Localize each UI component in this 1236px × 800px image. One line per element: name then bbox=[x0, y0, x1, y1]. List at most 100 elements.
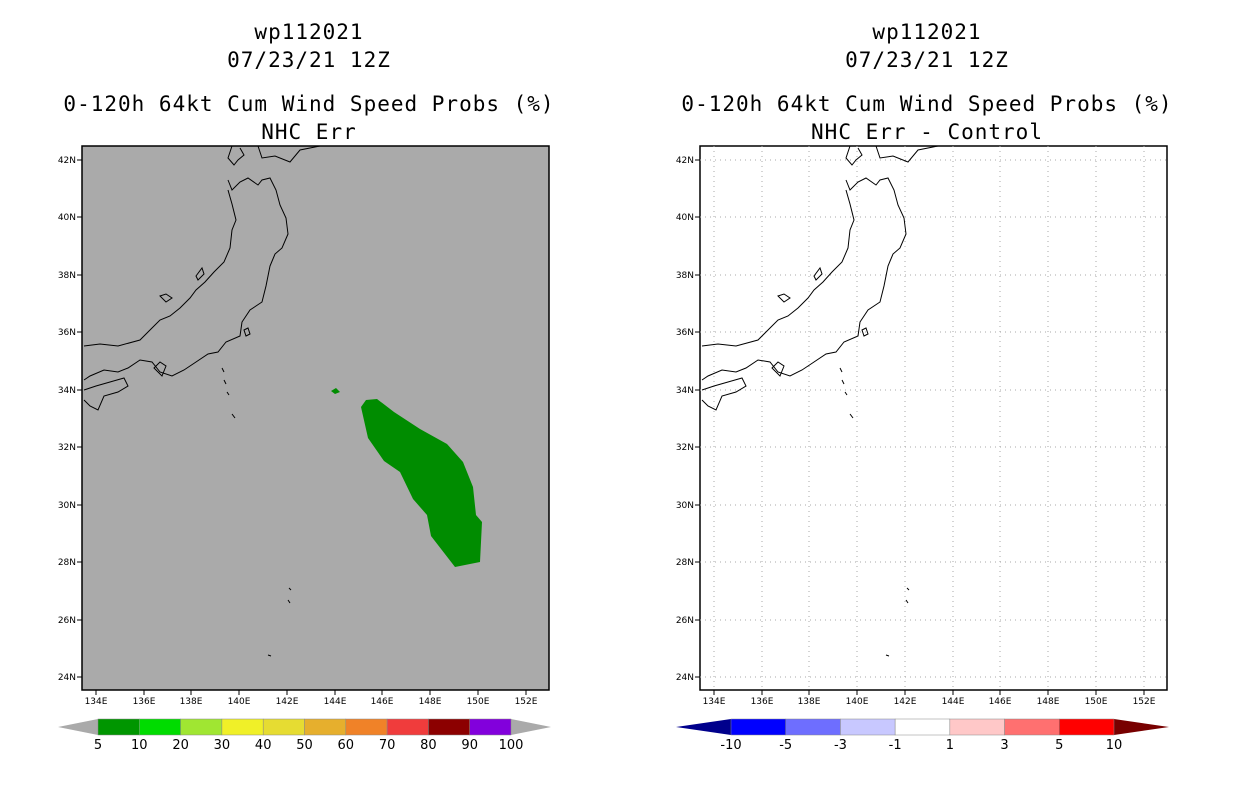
right-colorbar-label-1: -5 bbox=[779, 738, 792, 753]
right-colorbar-label-0: -10 bbox=[720, 738, 741, 753]
map-frame bbox=[81, 145, 550, 691]
lon-label-144e: 144E bbox=[942, 697, 965, 707]
right-colorbar: -10 -5 -3 -1 1 3 5 10 bbox=[676, 718, 1169, 753]
lat-label-28n: 28N bbox=[676, 558, 694, 568]
lat-axis: 42N 40N 38N 36N 34N 32N 30N 28N 26N 24N bbox=[676, 156, 700, 683]
left-colorbar-label-8: 80 bbox=[420, 738, 437, 753]
right-colorbar-label-7: 10 bbox=[1106, 738, 1123, 753]
product-subtitle: NHC Err bbox=[261, 120, 357, 144]
right-colorbar-label-2: -3 bbox=[834, 738, 847, 753]
lon-label-142e: 142E bbox=[276, 697, 299, 707]
left-colorbar-label-2: 20 bbox=[172, 738, 189, 753]
lon-label-146e: 146E bbox=[989, 697, 1012, 707]
lat-label-40n: 40N bbox=[676, 213, 694, 223]
lon-axis: 134E 136E 138E 140E 142E 144E 146E 148E … bbox=[85, 690, 538, 707]
storm-id: wp112021 bbox=[254, 20, 364, 44]
lat-label-42n: 42N bbox=[676, 156, 694, 166]
left-colorbar-swatch-1 bbox=[139, 718, 181, 736]
lat-label-32n: 32N bbox=[58, 443, 76, 453]
coastline bbox=[83, 145, 321, 657]
wind-probability-spot bbox=[331, 388, 340, 394]
lon-axis: 134E 136E 138E 140E 142E 144E 146E 148E … bbox=[703, 690, 1156, 707]
wind-probability-area bbox=[361, 399, 482, 567]
storm-id: wp112021 bbox=[872, 20, 982, 44]
right-colorbar-label-4: 1 bbox=[946, 738, 954, 753]
lat-label-24n: 24N bbox=[676, 673, 694, 683]
lat-label-34n: 34N bbox=[676, 386, 694, 396]
left-colorbar-swatch-2 bbox=[180, 718, 223, 736]
lon-label-134e: 134E bbox=[703, 697, 726, 707]
lon-label-140e: 140E bbox=[228, 697, 251, 707]
lat-label-38n: 38N bbox=[676, 271, 694, 281]
colorbar-low-arrow bbox=[676, 719, 731, 735]
lat-label-32n: 32N bbox=[676, 443, 694, 453]
lon-label-144e: 144E bbox=[324, 697, 347, 707]
left-colorbar-swatch-3 bbox=[221, 718, 264, 736]
lat-label-30n: 30N bbox=[58, 501, 76, 511]
coastline bbox=[701, 145, 939, 657]
left-map: 42N 40N 38N 36N 34N 32N 30N 28N 26N 24N … bbox=[58, 145, 551, 753]
left-colorbar-swatch-0 bbox=[97, 718, 140, 736]
left-colorbar-label-4: 40 bbox=[255, 738, 272, 753]
right-colorbar-swatch-6 bbox=[1059, 718, 1115, 736]
right-panel: wp112021 07/23/21 12Z 0-120h 64kt Cum Wi… bbox=[618, 0, 1236, 800]
right-colorbar-label-5: 3 bbox=[1000, 738, 1008, 753]
left-colorbar-swatch-7 bbox=[386, 718, 429, 736]
right-colorbar-swatch-4 bbox=[949, 718, 1005, 736]
left-colorbar-label-10: 100 bbox=[499, 738, 524, 753]
product-title: 0-120h 64kt Cum Wind Speed Probs (%) bbox=[63, 92, 555, 116]
left-colorbar-label-3: 30 bbox=[214, 738, 231, 753]
lat-label-34n: 34N bbox=[58, 386, 76, 396]
left-colorbar-swatch-9 bbox=[469, 718, 512, 736]
lat-label-26n: 26N bbox=[58, 616, 76, 626]
lat-axis: 42N 40N 38N 36N 34N 32N 30N 28N 26N 24N bbox=[58, 156, 82, 683]
left-colorbar-swatch-6 bbox=[345, 718, 388, 736]
left-panel: wp112021 07/23/21 12Z 0-120h 64kt Cum Wi… bbox=[58, 20, 555, 753]
left-colorbar-label-5: 50 bbox=[296, 738, 313, 753]
product-title: 0-120h 64kt Cum Wind Speed Probs (%) bbox=[681, 92, 1173, 116]
lat-label-38n: 38N bbox=[58, 271, 76, 281]
right-colorbar-swatch-3 bbox=[894, 718, 951, 736]
lon-label-148e: 148E bbox=[419, 697, 442, 707]
left-colorbar-swatch-8 bbox=[428, 718, 470, 736]
lon-label-152e: 152E bbox=[1133, 697, 1156, 707]
left-colorbar-swatch-4 bbox=[262, 718, 305, 736]
lon-label-140e: 140E bbox=[846, 697, 869, 707]
lat-label-36n: 36N bbox=[676, 328, 694, 338]
lat-label-24n: 24N bbox=[58, 673, 76, 683]
lon-label-134e: 134E bbox=[85, 697, 108, 707]
colorbar-high-arrow bbox=[1114, 719, 1169, 735]
map-frame bbox=[699, 145, 1168, 691]
lat-label-36n: 36N bbox=[58, 328, 76, 338]
lat-label-30n: 30N bbox=[676, 501, 694, 511]
left-colorbar-label-6: 60 bbox=[338, 738, 355, 753]
left-colorbar-label-0: 5 bbox=[94, 738, 102, 753]
product-subtitle: NHC Err - Control bbox=[811, 120, 1043, 144]
left-colorbar: 5 10 20 30 40 50 60 70 80 90 100 bbox=[58, 718, 551, 753]
left-colorbar-label-7: 70 bbox=[379, 738, 396, 753]
lon-label-136e: 136E bbox=[133, 697, 156, 707]
lon-label-138e: 138E bbox=[180, 697, 203, 707]
colorbar-low-arrow bbox=[58, 719, 98, 735]
lon-label-142e: 142E bbox=[894, 697, 917, 707]
lon-label-150e: 150E bbox=[467, 697, 490, 707]
right-colorbar-label-3: -1 bbox=[889, 738, 902, 753]
lon-label-150e: 150E bbox=[1085, 697, 1108, 707]
lon-label-136e: 136E bbox=[751, 697, 774, 707]
right-colorbar-swatch-0 bbox=[730, 718, 786, 736]
lat-label-28n: 28N bbox=[58, 558, 76, 568]
colorbar-high-arrow bbox=[511, 719, 551, 735]
lon-label-152e: 152E bbox=[515, 697, 538, 707]
lat-label-42n: 42N bbox=[58, 156, 76, 166]
lon-label-146e: 146E bbox=[371, 697, 394, 707]
right-colorbar-swatch-1 bbox=[785, 718, 841, 736]
right-colorbar-swatch-2 bbox=[840, 718, 896, 736]
lon-label-138e: 138E bbox=[798, 697, 821, 707]
lat-label-26n: 26N bbox=[676, 616, 694, 626]
right-map: 42N 40N 38N 36N 34N 32N 30N 28N 26N 24N … bbox=[676, 145, 1169, 753]
left-colorbar-label-9: 90 bbox=[461, 738, 478, 753]
valid-time: 07/23/21 12Z bbox=[227, 48, 391, 72]
lat-label-40n: 40N bbox=[58, 213, 76, 223]
lon-label-148e: 148E bbox=[1037, 697, 1060, 707]
right-colorbar-swatch-5 bbox=[1004, 718, 1060, 736]
